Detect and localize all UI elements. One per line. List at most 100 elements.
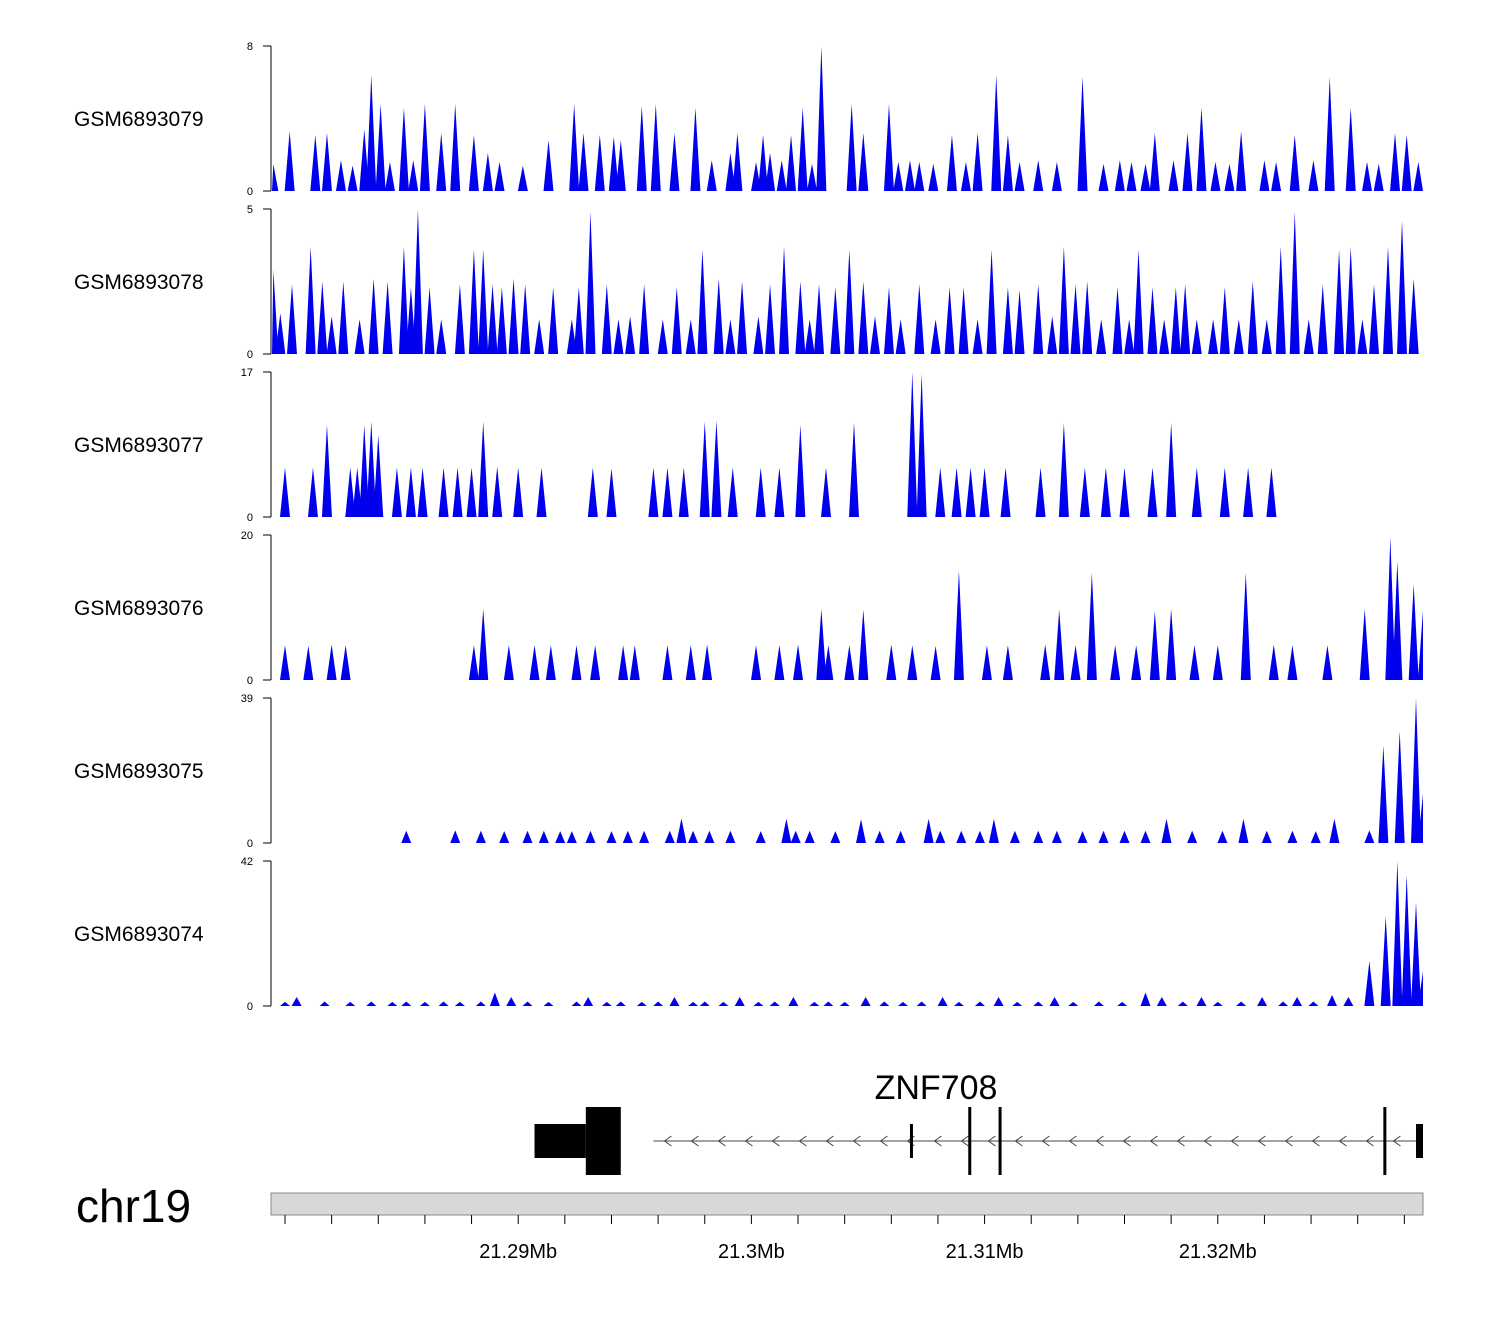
signal-peak <box>788 997 799 1006</box>
signal-peak <box>734 997 745 1006</box>
signal-peak <box>1378 745 1389 843</box>
signal-peak <box>1147 287 1158 354</box>
signal-peak <box>699 1001 710 1006</box>
signal-peak <box>916 1001 927 1006</box>
signal-peak <box>858 609 869 680</box>
signal-peak <box>487 284 498 354</box>
signal-peak <box>688 1001 699 1006</box>
signal-peak <box>585 830 596 843</box>
strand-chevron <box>987 1135 996 1147</box>
signal-peak <box>1049 997 1060 1006</box>
signal-peak <box>1271 162 1282 191</box>
signal-peak <box>1418 793 1423 843</box>
signal-peak <box>387 1001 398 1006</box>
signal-peak <box>538 830 549 843</box>
axis-tick-label: 21.31Mb <box>946 1241 1024 1263</box>
track-label: GSM6893079 <box>74 108 204 131</box>
signal-peak <box>753 1001 764 1006</box>
signal-peak <box>1373 163 1384 191</box>
signal-peak <box>1212 645 1223 680</box>
signal-peak <box>751 162 762 191</box>
signal-peak <box>310 134 321 191</box>
signal-peak <box>1369 284 1380 354</box>
signal-peak <box>466 467 477 517</box>
strand-chevron <box>1176 1135 1185 1147</box>
signal-peak <box>1289 134 1300 191</box>
signal-peak <box>1009 830 1020 843</box>
strand-chevron <box>879 1135 888 1147</box>
signal-peak <box>1033 160 1044 191</box>
track: GSM6893076 20 0 <box>74 530 1423 687</box>
signal-peak <box>335 160 346 191</box>
y-min-label: 0 <box>247 675 253 687</box>
strand-chevron <box>825 1135 834 1147</box>
strand-chevron <box>1284 1135 1293 1147</box>
signal-peak <box>1012 1001 1023 1006</box>
signal-peak <box>1343 997 1354 1006</box>
signal-peak <box>536 467 547 517</box>
signal-peak <box>401 830 412 843</box>
signal-peak <box>585 211 596 354</box>
axis-tick-label: 21.3Mb <box>718 1241 785 1263</box>
signal-peak <box>814 284 825 354</box>
signal-peak <box>839 1001 850 1006</box>
signal-peak <box>436 133 447 191</box>
signal-peak <box>1110 645 1121 680</box>
signal-peak <box>412 209 423 354</box>
signal-peak <box>1077 831 1088 843</box>
signal-peak <box>615 140 626 191</box>
y-max-label: 8 <box>247 41 253 53</box>
signal-peak <box>960 162 971 191</box>
signal-peak <box>1364 961 1375 1006</box>
y-min-label: 0 <box>247 186 253 198</box>
strand-chevron <box>717 1135 726 1147</box>
signal-peak <box>816 46 827 191</box>
signal-peak <box>1002 287 1013 354</box>
signal-peak <box>398 246 409 354</box>
signal-peak <box>391 467 402 517</box>
signal-peak <box>1357 319 1368 354</box>
signal-peak <box>1259 160 1270 191</box>
signal-peak <box>1149 611 1160 680</box>
exon <box>1383 1107 1387 1175</box>
signal-peak <box>468 645 479 680</box>
signal-peak <box>286 284 297 354</box>
signal-peak <box>697 249 708 354</box>
signal-peak <box>352 467 363 517</box>
signal-peak <box>953 570 964 680</box>
signal-peak <box>1287 645 1298 680</box>
signal-peak <box>503 645 514 680</box>
signal-peak <box>482 152 493 191</box>
signal-peak <box>307 467 318 517</box>
signal-peak <box>1196 107 1207 191</box>
signal-peak <box>944 287 955 354</box>
signal-peak <box>359 129 370 191</box>
signal-peak <box>937 997 948 1006</box>
signal-peak <box>1236 131 1247 191</box>
signal-peak <box>1156 997 1167 1006</box>
signal-peak <box>753 316 764 354</box>
signal-peak <box>272 163 279 191</box>
signal-peak <box>821 467 832 517</box>
signal-peak <box>904 160 915 191</box>
y-min-label: 0 <box>247 838 253 850</box>
signal-peak <box>1149 133 1160 191</box>
signal-peak <box>1219 287 1230 354</box>
signal-peak <box>1033 1001 1044 1006</box>
signal-peak <box>669 133 680 191</box>
signal-peak <box>769 1001 780 1006</box>
signal-peak <box>972 319 983 354</box>
signal-peak <box>1219 467 1230 517</box>
strand-chevron <box>1311 1135 1320 1147</box>
signal-peak <box>279 467 290 517</box>
signal-peak <box>965 467 976 517</box>
signal-peak <box>930 645 941 680</box>
strand-chevron <box>1338 1135 1347 1147</box>
signal-peak <box>1390 133 1401 191</box>
signal-peak <box>1383 246 1394 354</box>
strand-chevron <box>1014 1135 1023 1147</box>
signal-peak <box>781 818 792 843</box>
signal-peak <box>438 1001 449 1006</box>
signal-peak <box>797 107 808 191</box>
signal-peak <box>555 831 566 843</box>
